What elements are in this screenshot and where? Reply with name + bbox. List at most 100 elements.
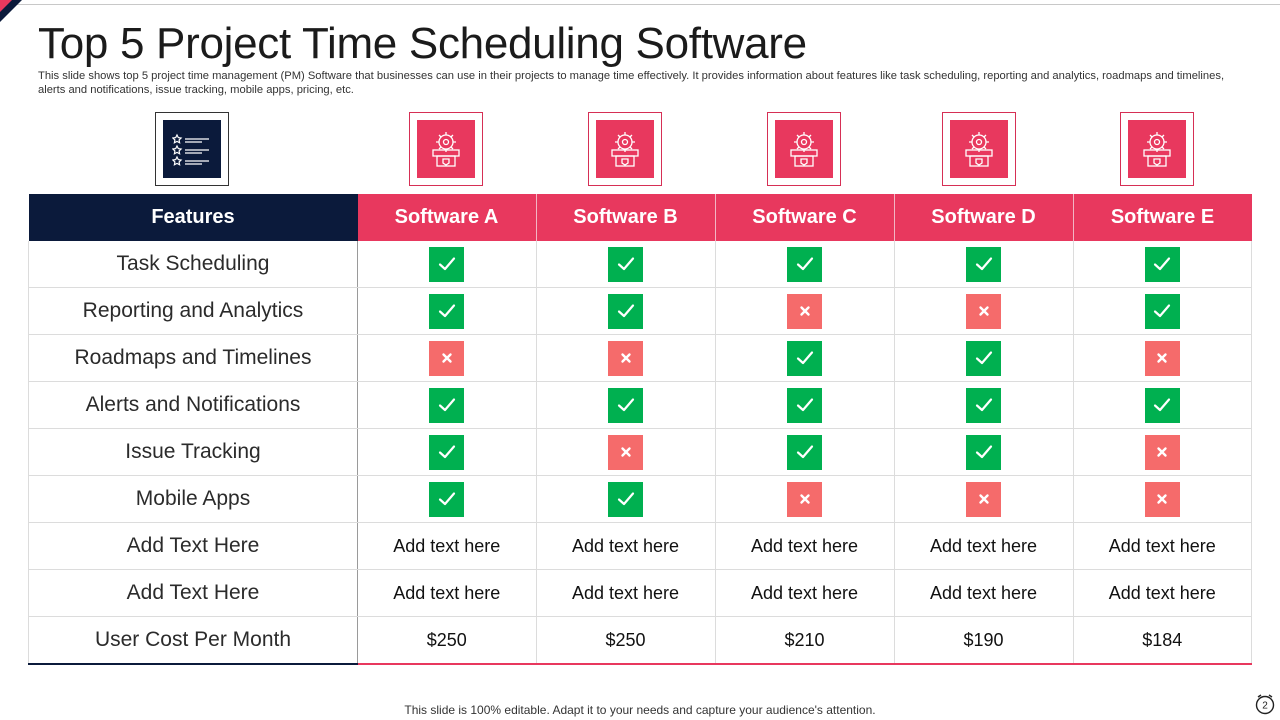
table-cell [536,475,716,523]
software-a-icon-box [409,112,483,186]
table-cell [1073,381,1252,429]
table-cell [1073,287,1252,335]
slide-subtitle: This slide shows top 5 project time mana… [38,70,1225,96]
table-cell: Add text here [1073,569,1252,617]
comparison-table: Features Software A Software B Software … [28,194,1252,665]
table-cell [357,334,537,382]
table-cell [536,287,716,335]
table-cell: Add text here [357,569,537,617]
software-b-header: Software B [536,194,716,241]
page-number: 2 [1262,701,1268,712]
check-icon [429,481,465,517]
table-cell [894,287,1074,335]
clock-bell-icon [1257,694,1273,698]
features-header: Features [28,194,358,241]
table-cell [715,475,895,523]
table-cell [715,241,895,288]
check-icon [429,246,465,282]
feature-label: Roadmaps and Timelines [28,334,358,382]
footer-note: This slide is 100% editable. Adapt it to… [404,703,876,717]
table-cell: Add text here [894,569,1074,617]
check-icon [966,246,1001,282]
table-cell [357,381,537,429]
table-cell [894,241,1074,288]
table-cell: $250 [536,616,716,665]
table-cell [1073,475,1252,523]
table-cell [357,475,537,523]
gear-software-icon [596,120,654,178]
check-icon [787,387,822,423]
gear-software-icon [950,120,1008,178]
software-e-icon-box [1120,112,1194,186]
table-row: User Cost Per Month $250 $250 $210 $190 $184 [28,616,1252,665]
check-icon [608,387,643,423]
clock-icon [1255,695,1275,715]
table-cell [1073,241,1252,288]
cross-icon [966,293,1001,329]
table-cell: Add text here [894,522,1074,570]
feature-label: User Cost Per Month [28,616,358,665]
table-cell [357,287,537,335]
table-cell [715,381,895,429]
check-icon [966,434,1001,470]
table-cell [536,334,716,382]
table-cell: Add text here [715,522,895,570]
check-icon [787,340,822,376]
table-row: Add Text Here Add text here Add text here A… [28,522,1252,570]
feature-label: Task Scheduling [28,241,358,288]
check-icon [966,340,1001,376]
table-cell: $210 [715,616,895,665]
table-cell [894,381,1074,429]
gear-software-icon [417,120,475,178]
cross-icon [787,481,822,517]
gear-software-icon [775,120,833,178]
table-cell: Add text here [536,522,716,570]
check-icon [787,434,822,470]
check-icon [429,387,465,423]
check-icon [429,434,465,470]
check-icon [1144,246,1180,282]
table-cell: Add text here [715,569,895,617]
feature-label: Reporting and Analytics [28,287,358,335]
page-number-badge: 2 [1255,694,1275,715]
software-a-header: Software A [357,194,537,241]
feature-label: Issue Tracking [28,428,358,476]
table-cell [715,428,895,476]
table-row: Add Text Here Add text here Add text here A… [28,569,1252,617]
cross-icon [608,340,643,376]
table-row: Reporting and Analytics [28,287,1252,335]
cross-icon [787,293,822,329]
checklist-icon [163,120,221,178]
cross-icon [429,340,465,376]
software-c-icon-box [767,112,841,186]
software-c-header: Software C [715,194,895,241]
table-row: Mobile Apps [28,475,1252,523]
table-cell: $184 [1073,616,1252,665]
check-icon [1144,293,1180,329]
gear-software-icon [1128,120,1186,178]
table-cell [357,428,537,476]
table-cell [894,428,1074,476]
table-header-row: Features Software A Software B Software … [28,194,1252,241]
table-cell [1073,428,1252,476]
cross-icon [966,481,1001,517]
table-row: Roadmaps and Timelines [28,334,1252,382]
check-icon [787,246,822,282]
table-row: Alerts and Notifications [28,381,1252,429]
table-cell [536,428,716,476]
software-e-header: Software E [1073,194,1252,241]
table-body: Task Scheduling Reporting and Analytics Ro… [28,241,1252,665]
check-icon [1144,387,1180,423]
cross-icon [1144,434,1180,470]
software-d-header: Software D [894,194,1074,241]
top-divider [0,4,1280,5]
table-cell: $250 [357,616,537,665]
table-cell: $190 [894,616,1074,665]
software-d-icon-box [942,112,1016,186]
slide-title: Top 5 Project Time Scheduling Software [38,19,807,68]
table-cell [715,287,895,335]
table-cell [894,334,1074,382]
table-cell [536,241,716,288]
feature-label: Add Text Here [28,569,358,617]
check-icon [429,293,465,329]
